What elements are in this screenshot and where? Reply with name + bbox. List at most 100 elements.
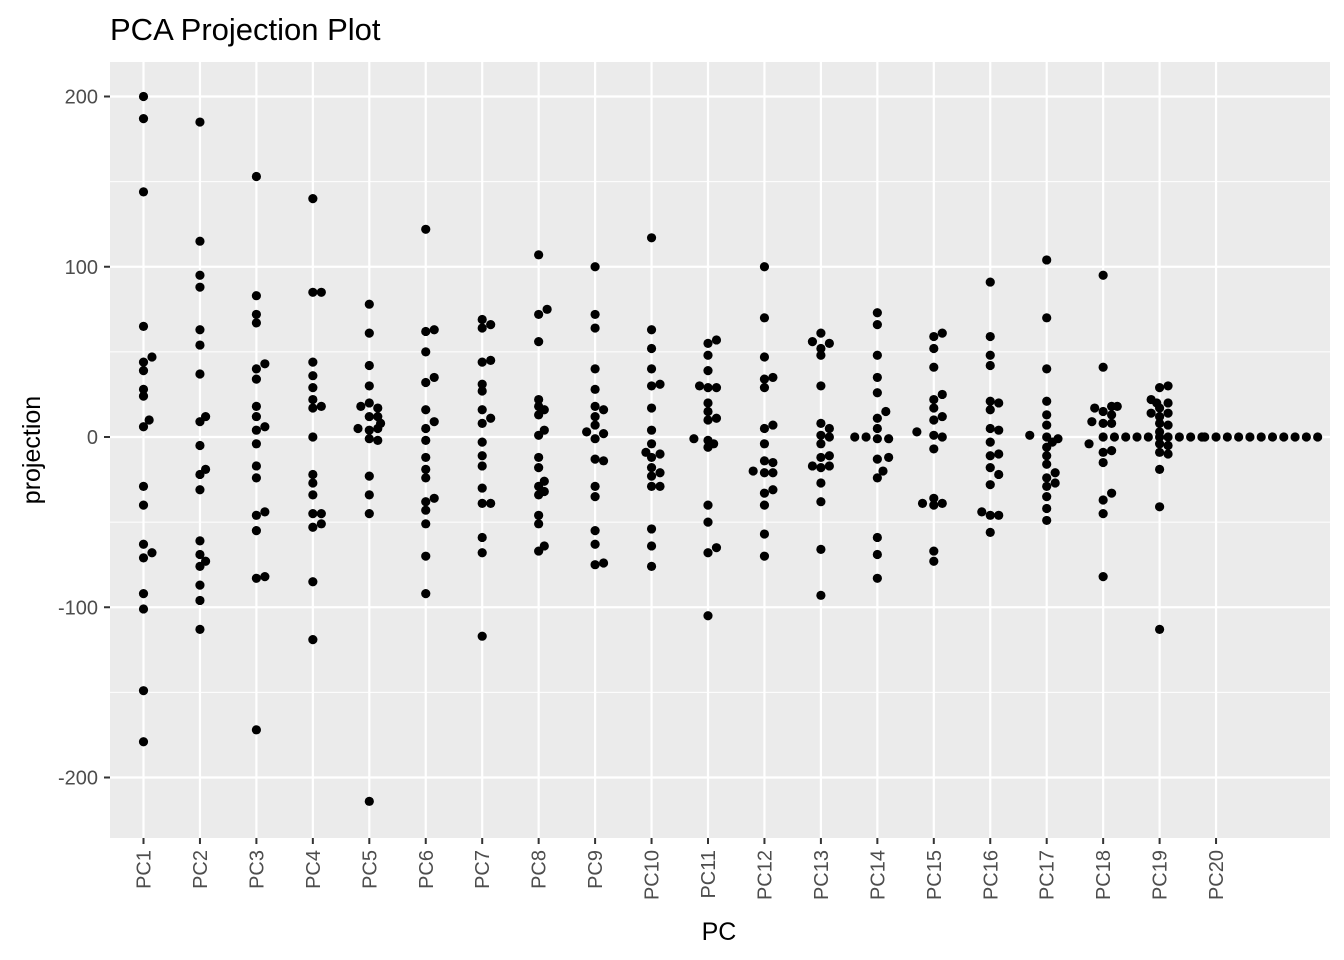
data-point <box>703 548 713 558</box>
data-point <box>646 524 657 534</box>
data-point <box>477 631 487 641</box>
data-point <box>711 543 722 553</box>
data-point <box>872 350 882 360</box>
data-point <box>486 413 496 423</box>
y-axis-ticks: -200 -100 0 100 200 <box>58 87 110 790</box>
data-point <box>1042 410 1052 420</box>
data-point <box>421 347 431 357</box>
data-point <box>364 360 374 371</box>
data-point <box>646 541 657 551</box>
data-point <box>985 480 995 490</box>
y-axis-title: projection <box>18 396 46 504</box>
data-point <box>1107 410 1117 420</box>
data-point <box>373 403 383 413</box>
y-tick-label: 100 <box>65 257 98 279</box>
data-point <box>251 473 261 483</box>
data-point <box>759 313 770 323</box>
data-point <box>421 519 431 529</box>
data-point <box>807 337 818 347</box>
data-point <box>364 411 374 422</box>
data-point <box>768 485 778 495</box>
data-point <box>308 371 318 381</box>
data-point <box>421 497 431 507</box>
data-point <box>703 398 713 408</box>
data-point <box>985 423 995 434</box>
data-point <box>985 277 995 287</box>
data-point <box>711 413 722 423</box>
data-point <box>759 374 770 384</box>
data-point <box>985 527 995 537</box>
data-point <box>646 481 657 491</box>
data-point <box>1098 572 1108 582</box>
data-point <box>768 468 778 478</box>
data-point <box>1098 432 1108 442</box>
data-point <box>759 383 770 393</box>
data-point <box>308 634 318 645</box>
data-point <box>251 309 261 320</box>
data-point <box>195 340 205 350</box>
data-point <box>748 466 758 476</box>
data-point <box>1112 401 1122 411</box>
x-tick-label: PC10 <box>642 850 664 900</box>
data-point <box>364 434 374 444</box>
data-point <box>316 519 326 529</box>
data-point <box>1155 418 1165 428</box>
data-point <box>994 398 1004 408</box>
data-point <box>534 410 544 420</box>
x-tick-label: PC3 <box>246 850 268 889</box>
data-point <box>759 551 770 561</box>
data-point <box>824 432 834 442</box>
data-point <box>477 548 487 558</box>
data-point <box>872 372 882 383</box>
data-point <box>429 417 439 427</box>
data-point <box>759 262 770 272</box>
data-point <box>138 481 149 491</box>
data-point <box>694 381 705 391</box>
data-point <box>929 430 939 440</box>
x-tick-label: PC13 <box>811 850 833 900</box>
data-point <box>316 509 326 519</box>
data-point <box>364 490 374 500</box>
x-tick-label: PC2 <box>190 850 212 889</box>
y-tick-label: 0 <box>87 427 98 449</box>
data-point <box>872 308 882 318</box>
data-point <box>872 388 882 398</box>
data-point <box>1042 515 1052 526</box>
data-point <box>703 517 713 527</box>
data-point <box>1155 502 1165 512</box>
data-point <box>1290 432 1300 442</box>
data-point <box>1107 418 1117 428</box>
data-point <box>534 463 544 473</box>
data-point <box>816 430 826 440</box>
data-point <box>816 328 826 338</box>
data-point <box>1155 464 1165 474</box>
data-point <box>646 343 657 354</box>
data-point <box>872 573 882 583</box>
data-point <box>477 405 487 415</box>
data-point <box>1163 381 1173 391</box>
y-tick-label: -200 <box>58 768 98 790</box>
data-point <box>1098 509 1108 519</box>
data-point <box>590 411 600 422</box>
data-point <box>1132 432 1142 442</box>
data-point <box>195 369 205 379</box>
data-point <box>872 434 882 444</box>
data-point <box>1042 364 1052 374</box>
data-point <box>138 737 149 747</box>
data-point <box>195 325 205 335</box>
data-point <box>1163 398 1173 408</box>
plot-panel <box>110 62 1330 838</box>
data-point <box>646 425 657 435</box>
data-point <box>1155 432 1165 442</box>
data-point <box>590 384 600 394</box>
data-point <box>1163 408 1173 418</box>
data-point <box>195 440 205 451</box>
data-point <box>1098 270 1108 280</box>
data-point <box>421 435 431 446</box>
data-point <box>1042 396 1052 406</box>
data-point <box>195 469 205 480</box>
data-point <box>138 187 149 197</box>
data-point <box>251 439 261 449</box>
data-point <box>534 490 544 500</box>
